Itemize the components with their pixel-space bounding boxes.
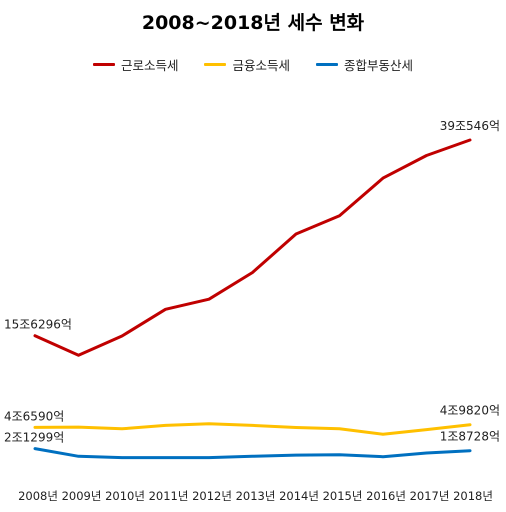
x-tick-label-10: 2018년 <box>453 489 493 503</box>
series-line-0 <box>33 138 472 357</box>
legend: 근로소득세 금융소득세 종합부동산세 <box>0 55 506 74</box>
legend-swatch-2 <box>316 63 338 66</box>
legend-label-2: 종합부동산세 <box>344 58 414 73</box>
legend-label-0: 근로소득세 <box>120 58 179 73</box>
data-label-end-1: 4조9820억 <box>440 404 500 418</box>
data-label-end-0: 39조546억 <box>440 119 500 133</box>
legend-label-1: 금융소득세 <box>232 58 290 73</box>
data-label-end-2: 1조8728억 <box>440 430 500 444</box>
x-tick-label-6: 2014년 <box>279 489 319 503</box>
series-line-1 <box>33 422 472 436</box>
legend-item-1: 금융소득세 <box>204 55 290 74</box>
legend-swatch-0 <box>92 63 115 66</box>
x-tick-label-7: 2015년 <box>323 489 363 503</box>
legend-item-0: 근로소득세 <box>92 55 179 74</box>
data-label-start-2: 2조1299억 <box>4 431 64 445</box>
x-tick-label-3: 2011년 <box>149 489 189 503</box>
x-tick-label-8: 2016년 <box>366 489 406 503</box>
x-tick-label-1: 2009년 <box>62 489 102 503</box>
chart-title: 2008~2018년 세수 변화 <box>141 12 365 34</box>
legend-item-2: 종합부동산세 <box>316 55 413 74</box>
x-tick-label-5: 2013년 <box>236 489 276 503</box>
legend-swatch-1 <box>204 63 227 66</box>
x-tick-label-0: 2008년 <box>18 489 58 503</box>
x-tick-label-9: 2017년 <box>410 489 450 503</box>
x-tick-label-2: 2010년 <box>105 489 145 503</box>
data-label-start-1: 4조6590억 <box>4 409 64 423</box>
x-tick-label-4: 2012년 <box>192 489 232 503</box>
data-label-start-0: 15조6296억 <box>4 318 72 332</box>
